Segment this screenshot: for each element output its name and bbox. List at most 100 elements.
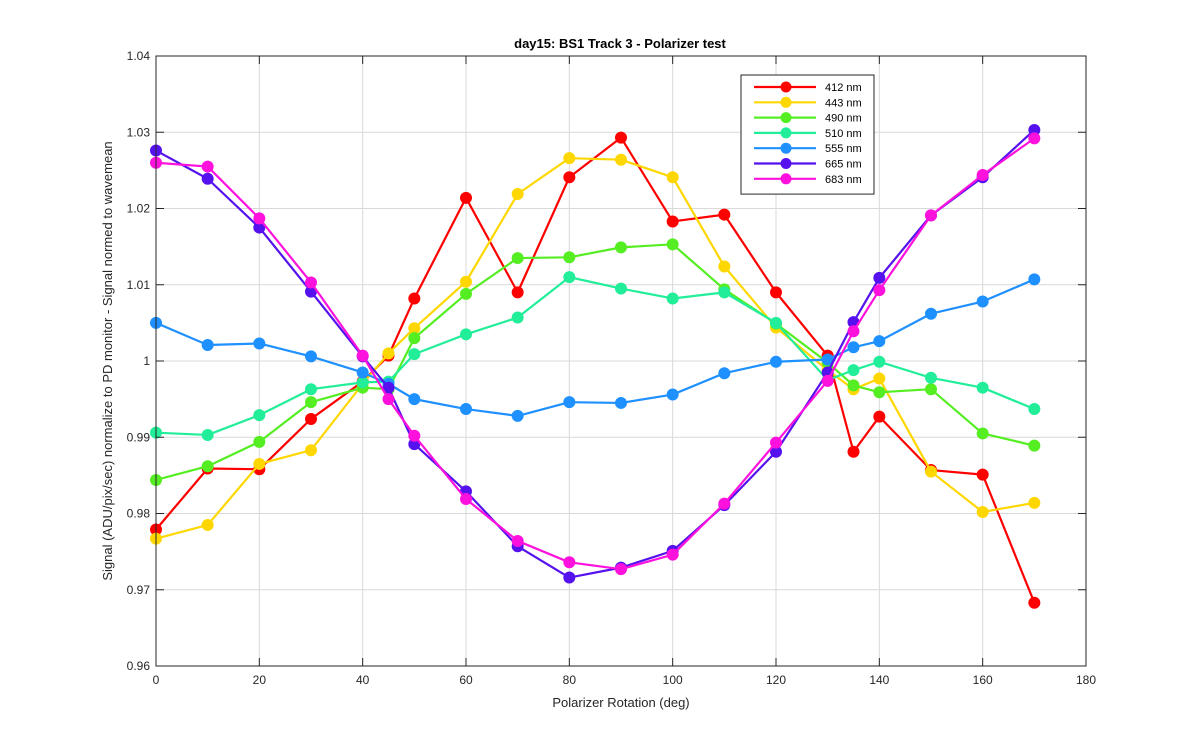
x-tick-label: 80	[563, 673, 577, 687]
data-point	[201, 160, 214, 173]
legend-marker	[780, 112, 792, 124]
legend-label: 412 nm	[825, 82, 862, 94]
series-layer	[150, 123, 1041, 609]
data-point	[976, 168, 989, 181]
data-point	[615, 241, 627, 254]
data-point	[408, 292, 421, 305]
data-point	[201, 460, 214, 473]
data-point	[873, 335, 886, 348]
data-point	[460, 275, 472, 288]
chart-title: day15: BS1 Track 3 - Polarizer test	[514, 36, 726, 51]
y-tick-label: 1	[143, 354, 150, 368]
legend-label: 490 nm	[825, 113, 862, 125]
data-point	[356, 376, 369, 389]
data-point	[666, 238, 679, 251]
data-point	[1028, 596, 1041, 609]
x-tick-label: 140	[869, 673, 889, 687]
y-tick-label: 1.02	[127, 202, 151, 216]
legend-label: 510 nm	[825, 128, 862, 140]
legend-label: 683 nm	[825, 174, 862, 186]
data-point	[718, 367, 731, 380]
legend: 412 nm 443 nm 490 nm 510 nm 555 nm 665 nm 683 …	[740, 74, 875, 195]
series-line	[155, 276, 1035, 437]
legend-marker	[780, 127, 792, 139]
data-point	[615, 396, 627, 409]
data-point	[666, 548, 679, 561]
series-line	[155, 137, 1035, 571]
data-point	[563, 251, 576, 264]
data-point	[666, 292, 679, 305]
data-point	[821, 374, 834, 387]
data-point	[666, 215, 679, 228]
series-line	[155, 136, 1036, 604]
legend-box	[740, 74, 875, 195]
data-point	[382, 347, 395, 360]
data-point	[873, 410, 886, 423]
data-point	[718, 286, 731, 299]
y-tick-label: 1.04	[127, 49, 151, 63]
data-point	[770, 286, 782, 299]
legend-marker	[780, 96, 792, 108]
data-point	[511, 311, 524, 324]
data-point	[847, 379, 860, 392]
data-point	[253, 435, 266, 448]
data-point	[460, 287, 472, 300]
data-point	[925, 307, 937, 320]
data-point	[1028, 132, 1041, 145]
series-line	[155, 157, 1035, 540]
data-point	[305, 350, 317, 363]
y-axis-label: Signal (ADU/pix/sec) normalize to PD mon…	[100, 141, 115, 580]
legend-label: 443 nm	[825, 97, 862, 109]
data-point	[615, 153, 627, 166]
data-point	[253, 212, 266, 225]
legend-marker	[780, 142, 792, 154]
x-tick-label: 0	[153, 673, 160, 687]
data-point	[408, 348, 421, 361]
data-point	[408, 393, 421, 406]
data-point	[408, 322, 421, 335]
data-point	[925, 383, 937, 396]
data-point	[563, 571, 576, 584]
data-point	[976, 381, 989, 394]
data-point	[873, 372, 886, 385]
y-tick-label: 0.98	[127, 507, 151, 521]
x-tick-label: 40	[356, 673, 370, 687]
y-tick-label: 0.99	[127, 430, 151, 444]
data-point	[847, 364, 860, 377]
data-point	[356, 349, 369, 362]
legend-marker	[780, 173, 792, 185]
data-point	[201, 338, 214, 351]
x-tick-label: 180	[1076, 673, 1096, 687]
data-point	[563, 556, 576, 569]
data-point	[460, 191, 472, 204]
y-tick-label: 1.01	[127, 278, 151, 292]
data-point	[1028, 403, 1041, 416]
data-point	[563, 171, 576, 184]
data-point	[770, 436, 782, 449]
data-point	[976, 505, 989, 518]
data-point	[201, 428, 214, 441]
data-point	[615, 131, 627, 144]
data-point	[511, 286, 524, 299]
x-tick-label: 100	[663, 673, 683, 687]
data-point	[615, 282, 627, 295]
data-point	[253, 457, 266, 470]
data-point	[718, 497, 731, 510]
data-point	[873, 284, 886, 297]
data-point	[382, 393, 395, 406]
data-point	[873, 271, 886, 284]
data-point	[253, 337, 266, 350]
data-point	[511, 409, 524, 422]
x-tick-label: 120	[766, 673, 786, 687]
data-point	[408, 429, 421, 442]
data-point	[253, 409, 266, 422]
data-point	[511, 188, 524, 201]
legend-label: 665 nm	[825, 159, 862, 171]
data-point	[718, 208, 731, 221]
series-line	[155, 129, 1036, 579]
data-point	[305, 412, 317, 425]
ticks: 0 20 40 60 80 100 120 140 160 180 0.96 0.97 0.98 0.99…	[127, 49, 1097, 687]
data-point	[305, 383, 317, 396]
data-point	[847, 325, 860, 338]
